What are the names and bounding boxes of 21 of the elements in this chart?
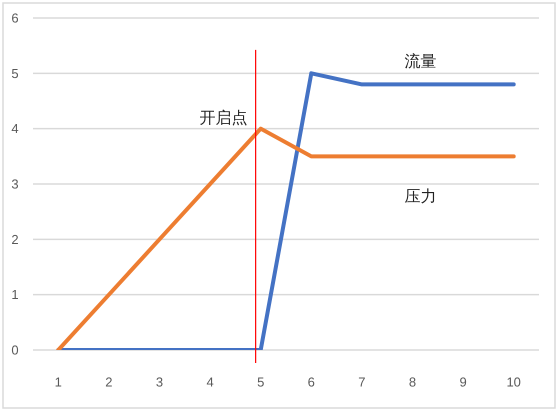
x-tick-label: 6 bbox=[308, 374, 315, 390]
x-tick-label: 4 bbox=[206, 374, 214, 390]
x-tick-label: 9 bbox=[459, 374, 467, 390]
y-tick-label: 2 bbox=[11, 232, 19, 247]
x-tick-label: 8 bbox=[408, 374, 416, 390]
x-tick-label: 1 bbox=[54, 374, 62, 390]
series-label: 压力 bbox=[404, 187, 436, 206]
x-tick-label: 7 bbox=[358, 374, 366, 390]
line-series bbox=[56, 126, 516, 350]
y-tick-label: 5 bbox=[11, 66, 19, 81]
y-tick-label: 4 bbox=[11, 121, 19, 136]
x-tick-label: 10 bbox=[506, 374, 521, 390]
y-tick-label: 1 bbox=[11, 287, 19, 302]
y-tick-label: 0 bbox=[11, 342, 19, 358]
series-label: 流量 bbox=[404, 52, 436, 70]
x-tick-label: 3 bbox=[156, 374, 164, 390]
ref-line-label: 开启点 bbox=[200, 109, 248, 128]
x-tick-label: 5 bbox=[257, 374, 264, 390]
y-tick-label: 3 bbox=[11, 176, 19, 192]
y-tick-label: 6 bbox=[11, 10, 19, 26]
x-tick-label: 2 bbox=[105, 374, 113, 390]
